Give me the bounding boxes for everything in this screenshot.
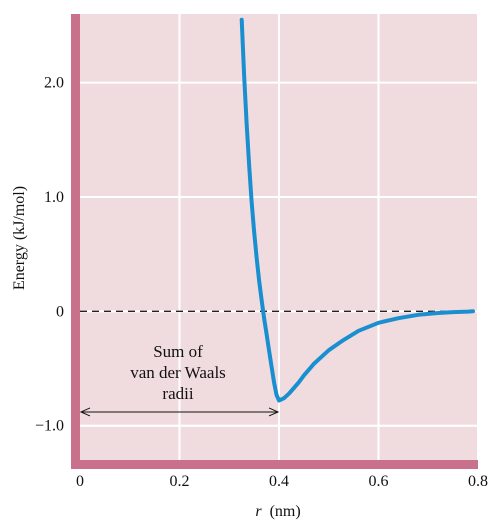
annotation-line: Sum of bbox=[153, 342, 203, 361]
annotation-line: radii bbox=[162, 384, 193, 403]
x-axis-variable: r bbox=[255, 503, 262, 520]
y-axis-bar bbox=[71, 14, 80, 469]
y-axis-label: Energy (kJ/mol) bbox=[11, 186, 28, 290]
x-tick-label: 0.2 bbox=[170, 473, 190, 490]
x-axis-label: r (nm) bbox=[255, 503, 300, 520]
annotation-line: van der Waals bbox=[130, 363, 226, 382]
x-tick-label: 0.4 bbox=[269, 473, 289, 490]
vdw-arrow-right-head bbox=[268, 407, 280, 417]
y-tick-label: 2.0 bbox=[44, 75, 64, 92]
potential-energy-curve bbox=[239, 17, 475, 403]
x-tick-label: 0.8 bbox=[468, 473, 488, 490]
y-tick-label: −1.0 bbox=[35, 418, 64, 435]
y-tick-label: 0 bbox=[56, 303, 64, 320]
x-tick-label: 0.6 bbox=[369, 473, 389, 490]
x-tick-label: 0 bbox=[76, 473, 84, 490]
vdw-arrow-left-head bbox=[79, 407, 91, 417]
y-tick-label: 1.0 bbox=[44, 189, 64, 206]
x-axis-unit: (nm) bbox=[270, 503, 301, 520]
x-axis-bar bbox=[71, 460, 478, 469]
